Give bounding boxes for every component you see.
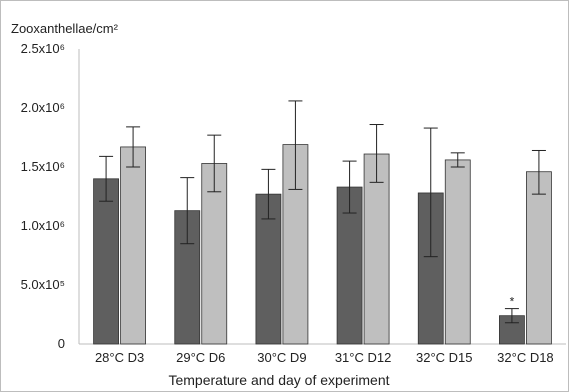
bar [93,178,119,345]
error-bar [99,155,114,202]
error-bar [288,100,303,190]
bar [120,146,146,345]
error-bar [342,160,357,214]
error-bar [207,134,222,193]
x-axis-label: Temperature and day of experiment [168,372,389,388]
x-tick-label: 29°C D6 [176,350,225,365]
bar [526,171,552,345]
y-tick-label: 1.5x10⁶ [21,159,65,174]
y-tick-label: 5.0x10⁵ [21,277,65,292]
y-tick-label: 2.5x10⁶ [21,41,65,56]
y-tick-label: 2.0x10⁶ [21,100,65,115]
x-tick-label: 32°C D15 [416,350,473,365]
error-bar [369,124,384,183]
bar [444,159,471,345]
error-bar [180,177,195,245]
y-tick-label: 1.0x10⁶ [21,218,65,233]
error-bar [126,126,141,168]
error-bar [450,152,465,168]
x-tick-label: 30°C D9 [257,350,306,365]
error-bar [261,168,276,220]
error-bar [531,149,546,195]
error-bar [504,308,519,324]
y-tick-label: 0 [58,336,65,351]
x-tick-label: 32°C D18 [497,350,554,365]
significance-marker: * [510,295,515,309]
x-tick-label: 28°C D3 [95,350,144,365]
y-axis-label: Zooxanthellae/cm² [11,21,119,36]
x-tick-label: 31°C D12 [335,350,392,365]
error-bar [423,127,438,258]
bar [363,153,390,345]
